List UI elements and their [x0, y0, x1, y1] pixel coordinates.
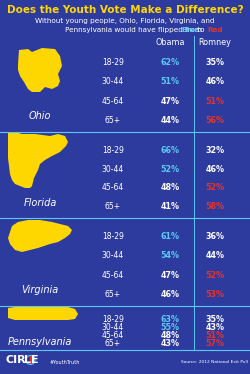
Text: Source: 2012 National Exit Poll: Source: 2012 National Exit Poll	[181, 360, 248, 364]
Text: 46%: 46%	[160, 290, 180, 299]
Text: 66%: 66%	[160, 146, 180, 155]
Text: 45-64: 45-64	[102, 183, 124, 192]
Text: 51%: 51%	[206, 331, 225, 340]
Text: Red: Red	[207, 27, 223, 33]
Text: 51%: 51%	[160, 77, 180, 86]
Text: 57%: 57%	[206, 339, 225, 348]
Text: 32%: 32%	[206, 146, 225, 155]
Text: 46%: 46%	[206, 77, 225, 86]
Text: 65+: 65+	[105, 116, 121, 125]
Text: 48%: 48%	[160, 331, 180, 340]
Text: LE: LE	[24, 355, 38, 365]
Text: 56%: 56%	[206, 116, 225, 125]
Text: #YouthTruth: #YouthTruth	[50, 359, 80, 365]
Text: 43%: 43%	[206, 323, 225, 332]
Text: Pennsylvania would have flipped from: Pennsylvania would have flipped from	[65, 27, 204, 33]
Text: 35%: 35%	[206, 315, 225, 324]
Text: 61%: 61%	[160, 232, 180, 241]
Text: 46%: 46%	[206, 165, 225, 174]
Text: 51%: 51%	[206, 96, 225, 105]
Text: 18-29: 18-29	[102, 146, 124, 155]
Text: Blue: Blue	[181, 27, 199, 33]
Text: Does the Youth Vote Make a Difference?: Does the Youth Vote Make a Difference?	[7, 5, 243, 15]
Text: Obama: Obama	[155, 38, 185, 47]
Text: 18-29: 18-29	[102, 315, 124, 324]
Text: 62%: 62%	[160, 58, 180, 67]
Text: 54%: 54%	[160, 251, 180, 260]
Text: 63%: 63%	[160, 315, 180, 324]
Text: CIR: CIR	[5, 355, 26, 365]
Text: Without young people, Ohio, Florida, Virginia, and: Without young people, Ohio, Florida, Vir…	[35, 18, 215, 24]
Text: 30-44: 30-44	[102, 165, 124, 174]
Text: 48%: 48%	[160, 183, 180, 192]
Text: 47%: 47%	[160, 96, 180, 105]
Text: 52%: 52%	[160, 165, 180, 174]
Text: 65+: 65+	[105, 339, 121, 348]
Text: 43%: 43%	[160, 339, 180, 348]
Text: 45-64: 45-64	[102, 96, 124, 105]
Text: 35%: 35%	[206, 58, 225, 67]
Text: 58%: 58%	[206, 202, 225, 211]
Text: 44%: 44%	[160, 116, 180, 125]
Polygon shape	[18, 48, 62, 92]
Text: Florida: Florida	[23, 198, 57, 208]
Text: Romney: Romney	[198, 38, 232, 47]
Polygon shape	[8, 132, 68, 188]
Text: 45-64: 45-64	[102, 331, 124, 340]
Text: to: to	[195, 27, 207, 33]
Text: 30-44: 30-44	[102, 251, 124, 260]
Text: Virginia: Virginia	[22, 285, 59, 295]
Text: 18-29: 18-29	[102, 232, 124, 241]
Text: 30-44: 30-44	[102, 323, 124, 332]
Polygon shape	[8, 307, 78, 320]
Text: 47%: 47%	[160, 271, 180, 280]
Text: 30-44: 30-44	[102, 77, 124, 86]
Text: 52%: 52%	[206, 183, 225, 192]
Text: Pennsylvania: Pennsylvania	[8, 337, 72, 347]
Text: 65+: 65+	[105, 290, 121, 299]
Text: 36%: 36%	[206, 232, 225, 241]
Text: Ohio: Ohio	[29, 111, 51, 121]
Text: 65+: 65+	[105, 202, 121, 211]
Text: 52%: 52%	[206, 271, 225, 280]
Text: 53%: 53%	[206, 290, 225, 299]
Text: 41%: 41%	[160, 202, 180, 211]
Text: 44%: 44%	[206, 251, 225, 260]
FancyBboxPatch shape	[30, 356, 32, 364]
Text: 55%: 55%	[160, 323, 180, 332]
Polygon shape	[8, 220, 72, 252]
Text: 18-29: 18-29	[102, 58, 124, 67]
Text: 45-64: 45-64	[102, 271, 124, 280]
